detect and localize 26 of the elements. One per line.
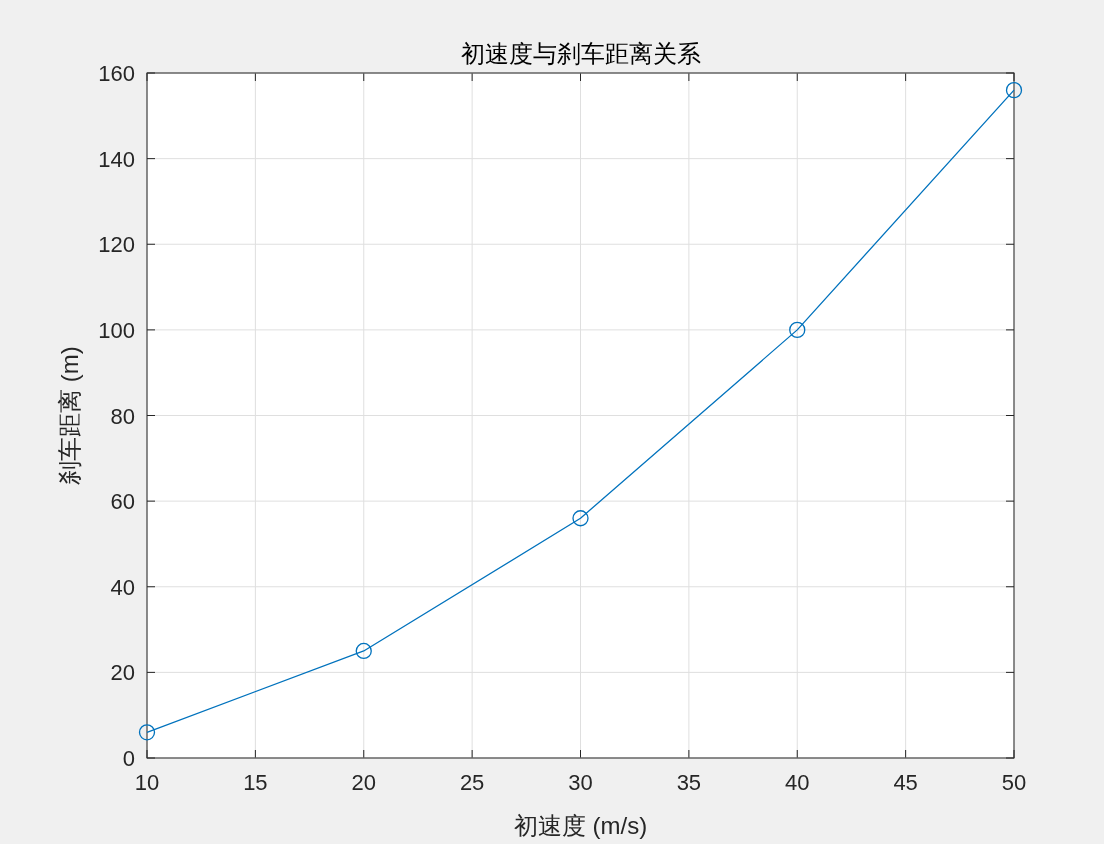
x-tick-label: 50 [1001,770,1027,795]
y-tick-label: 0 [122,746,135,771]
x-tick-label: 10 [134,770,160,795]
x-tick-label: 45 [893,770,918,795]
chart-title: 初速度与刹车距离关系 [460,40,701,67]
y-axis-title: 刹车距离 (m) [56,346,83,485]
x-tick-label: 25 [459,770,485,795]
y-tick-label: 140 [98,146,135,172]
x-tick-label: 15 [243,770,268,795]
x-tick-label: 20 [351,770,376,795]
y-tick-label: 100 [98,317,135,343]
y-tick-label: 40 [110,574,135,600]
y-tick-label: 80 [110,403,135,429]
y-tick-label: 160 [98,61,135,86]
point [789,321,806,339]
y-tick-label: 120 [98,232,135,258]
point [138,724,156,741]
y-tick-label: 20 [110,660,135,686]
x-axis-title: 初速度 (m/s) [513,812,648,839]
x-tick-label: 35 [676,770,702,795]
point [572,510,589,527]
x-tick-label: 40 [785,770,810,795]
point [355,642,372,660]
x-tick-label: 30 [568,770,593,795]
point [1005,81,1023,99]
y-tick-label: 60 [110,489,135,515]
